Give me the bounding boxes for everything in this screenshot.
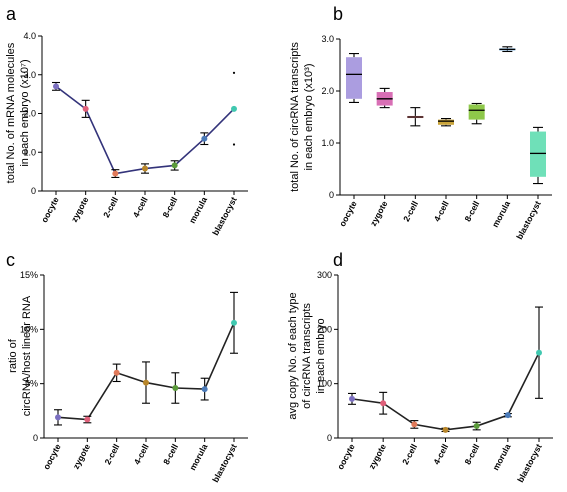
panel-letter: a xyxy=(6,4,17,24)
y-tick-label: 2.0 xyxy=(321,86,334,96)
y-axis-label: ratio of xyxy=(7,338,19,373)
data-point xyxy=(349,395,355,402)
data-point xyxy=(172,385,179,392)
y-axis-label: of circRNA transcripts xyxy=(301,303,313,409)
box-body xyxy=(468,104,485,120)
data-point xyxy=(231,319,237,326)
data-point xyxy=(201,135,208,142)
x-tick-label: 2-cell xyxy=(101,195,120,219)
x-tick-label: 4-cell xyxy=(131,195,150,219)
y-tick-label: 0 xyxy=(329,190,334,200)
y-tick-label: 0 xyxy=(327,433,332,443)
data-point xyxy=(504,412,511,419)
x-tick-label: 8-cell xyxy=(161,442,180,466)
x-tick-label: zygote xyxy=(69,195,91,224)
x-tick-label: 2-cell xyxy=(400,442,419,466)
y-tick-label: 10% xyxy=(20,324,38,334)
data-point xyxy=(82,105,89,112)
x-tick-label: oocyte xyxy=(41,442,63,471)
panel-letter: c xyxy=(6,250,15,270)
x-tick-label: oocyte xyxy=(39,195,61,224)
x-tick-label: blastocyst xyxy=(210,195,239,237)
x-tick-label: 8-cell xyxy=(160,195,179,219)
y-tick-label: 300 xyxy=(317,270,332,280)
panel-c: c 0 5% 10% 15% oocyte zygote 2-cell 4-cell 8-cell… xyxy=(6,250,248,484)
x-tick-label: blastocyst xyxy=(210,442,239,484)
panel-d: d 0 100 200 300 oocyte zygote 2-cell 4-cell 8-cel… xyxy=(287,250,553,484)
x-tick-label: oocyte xyxy=(335,442,357,471)
y-tick-label: 200 xyxy=(317,324,332,334)
y-axis-label: total No. of mRNA molecules xyxy=(5,42,17,183)
data-point xyxy=(473,423,480,430)
data-point xyxy=(201,386,208,393)
y-tick-label: 2.0 xyxy=(23,109,36,119)
data-point xyxy=(143,379,149,386)
x-tick-label: zygote xyxy=(368,199,390,228)
y-tick-label: 100 xyxy=(317,379,332,389)
box-zygote xyxy=(376,87,393,109)
panel-b: b 0 1.0 2.0 3.0 oocyte zygote 2-cell 4-cell 8-cel… xyxy=(289,4,552,241)
box-blastocyst xyxy=(530,126,546,185)
data-point xyxy=(231,105,237,112)
y-axis-label: circRNA/host linear RNA xyxy=(21,295,33,416)
y-axis-label: avg copy No. of each type xyxy=(287,292,299,419)
box-body xyxy=(530,131,546,177)
data-point xyxy=(84,416,91,423)
y-axis-label: in each embryo xyxy=(315,318,327,393)
panel-letter: d xyxy=(333,250,343,270)
x-tick-label: 8-cell xyxy=(462,442,481,466)
y-tick-label: 3.0 xyxy=(23,70,36,80)
box-morula xyxy=(499,46,516,53)
data-point xyxy=(112,170,119,177)
x-tick-label: blastocyst xyxy=(515,442,544,484)
box-body xyxy=(346,57,362,99)
x-tick-label: zygote xyxy=(71,442,93,471)
data-point xyxy=(411,421,418,428)
x-tick-label: 2-cell xyxy=(401,199,420,223)
y-axis-label: total No. of circRNA transcripts xyxy=(289,42,301,192)
series-line xyxy=(351,352,540,431)
series-line xyxy=(55,85,235,175)
data-point xyxy=(55,414,61,421)
data-point xyxy=(380,400,387,407)
box-8-cell xyxy=(468,102,485,125)
data-point xyxy=(171,162,178,169)
x-tick-label: zygote xyxy=(366,442,388,471)
box-oocyte xyxy=(346,53,362,103)
x-tick-label: 4-cell xyxy=(431,442,450,466)
y-tick-label: 1.0 xyxy=(321,138,334,148)
data-point xyxy=(113,369,120,376)
y-tick-label: 0 xyxy=(33,433,38,443)
box-4-cell xyxy=(438,118,454,127)
data-point xyxy=(142,165,148,172)
x-tick-label: morula xyxy=(490,442,512,472)
y-tick-label: 1.0 xyxy=(23,147,36,157)
x-tick-label: blastocyst xyxy=(514,199,543,241)
outlier-point xyxy=(232,143,236,146)
x-tick-label: morula xyxy=(187,195,209,225)
x-tick-label: 4-cell xyxy=(132,442,151,466)
x-tick-label: oocyte xyxy=(337,199,359,228)
x-tick-label: 2-cell xyxy=(102,442,121,466)
y-tick-label: 3.0 xyxy=(321,34,334,44)
x-tick-label: 4-cell xyxy=(432,199,451,223)
x-tick-label: morula xyxy=(187,442,209,472)
panel-letter: b xyxy=(333,4,343,24)
x-tick-label: 8-cell xyxy=(462,199,481,223)
panel-a: a 0 1.0 2.0 3.0 4.0 oocyte zygote 2-cell 4-cell 8-… xyxy=(5,4,248,237)
y-tick-label: 5% xyxy=(25,379,38,389)
outlier-point xyxy=(232,71,236,74)
y-tick-label: 0 xyxy=(31,186,36,196)
data-point xyxy=(442,426,449,433)
box-2-cell xyxy=(407,107,424,127)
y-axis-label: in each embryo (x10⁷) xyxy=(19,59,31,166)
y-axis-label: in each embryo (x10³) xyxy=(303,64,315,171)
data-point xyxy=(536,349,542,356)
data-point xyxy=(53,83,59,90)
box-body xyxy=(438,119,454,125)
x-tick-label: morula xyxy=(490,199,512,229)
y-tick-label: 4.0 xyxy=(23,31,36,41)
y-tick-label: 15% xyxy=(20,270,38,280)
